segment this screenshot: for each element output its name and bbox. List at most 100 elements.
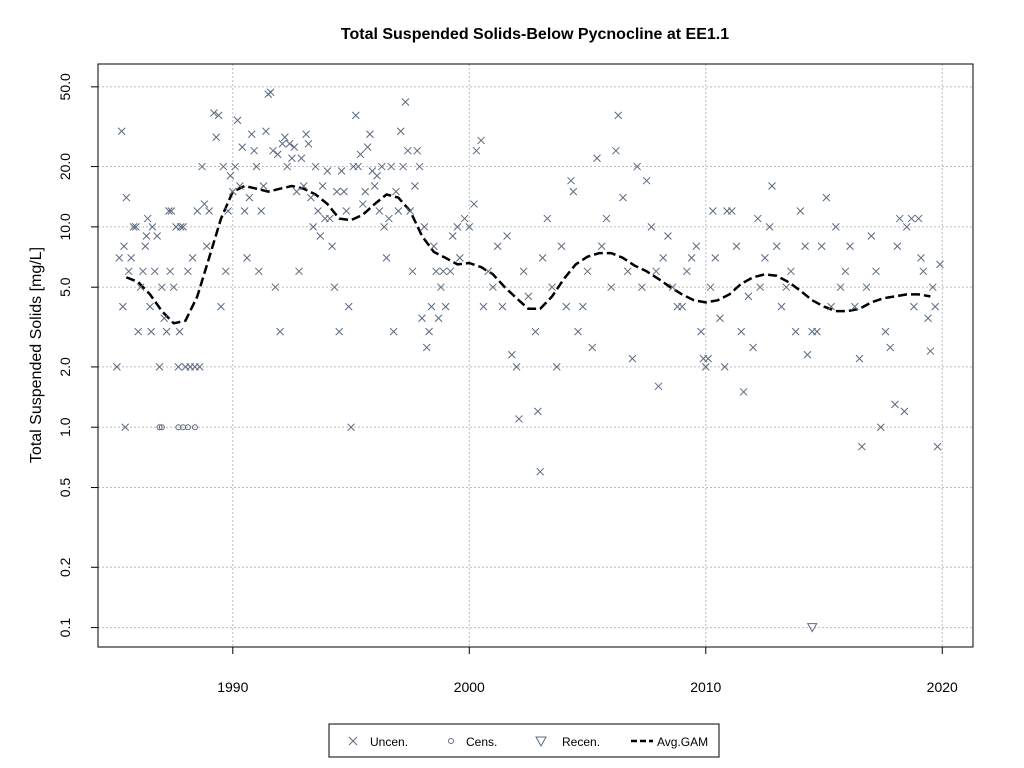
uncen-point [276, 327, 284, 336]
uncen-point [150, 267, 159, 276]
gam-line [125, 184, 931, 325]
y-tick-label: 50.0 [57, 73, 73, 100]
uncen-point [796, 207, 805, 215]
uncen-point [254, 267, 263, 276]
uncen-point [146, 302, 154, 311]
uncen-point [271, 283, 280, 292]
uncen-point [406, 207, 415, 215]
uncen-point [687, 254, 696, 262]
uncen-point [387, 162, 396, 171]
uncen-point [678, 302, 686, 311]
y-axis-label: Total Suspended Solids [mg/L] [28, 247, 45, 463]
uncen-point [919, 267, 928, 276]
uncen-point [569, 187, 578, 196]
uncen-point [716, 314, 724, 323]
uncen-point [340, 187, 348, 196]
uncen-point [614, 111, 623, 120]
legend-recen-marker [535, 736, 547, 748]
uncen-point [344, 302, 353, 311]
uncen-point [682, 267, 691, 276]
uncen-point [243, 254, 251, 262]
uncen-point [214, 111, 223, 120]
uncen-point [259, 182, 268, 190]
uncen-point [354, 162, 362, 171]
uncen-point [902, 223, 911, 231]
uncen-point [295, 267, 303, 276]
uncen-point [507, 350, 516, 359]
uncen-point [739, 388, 748, 396]
uncen-point [238, 143, 247, 151]
uncen-point [415, 162, 424, 171]
uncen-point [139, 267, 147, 276]
uncen-point [803, 350, 812, 359]
uncen-point [143, 214, 152, 223]
uncen-point [862, 283, 871, 292]
uncen-point [269, 146, 277, 155]
uncen-point [668, 283, 677, 292]
uncen-point [337, 167, 346, 175]
uncen-point [134, 327, 143, 336]
uncen-point [900, 407, 909, 416]
uncen-point [593, 154, 601, 163]
uncen-point [175, 327, 184, 336]
uncen-point [401, 98, 410, 106]
uncen-point [910, 302, 918, 311]
uncen-point [231, 162, 240, 171]
uncen-point [226, 171, 235, 180]
uncen-point [623, 267, 632, 276]
y-axis: 0.1 0.2 0.5 1.0 2.0 5.0 10.0 20.0 50.0 [57, 73, 99, 637]
uncen-point [893, 242, 902, 251]
uncen-point [224, 207, 232, 215]
uncen-point [867, 232, 876, 240]
uncen-point [210, 109, 218, 117]
uncen-point [198, 162, 206, 171]
uncen-point [257, 207, 266, 215]
x-tick-label: 2020 [927, 679, 958, 695]
uncen-point [933, 442, 942, 451]
uncen-point [489, 283, 497, 292]
uncen-point [701, 363, 710, 371]
uncen-point [749, 343, 757, 352]
uncen-point [881, 327, 890, 336]
uncen-point [221, 267, 230, 276]
uncen-point [493, 242, 502, 251]
uncen-point [385, 214, 393, 223]
uncen-point [375, 207, 384, 215]
uncen-point [418, 314, 426, 323]
uncen-point [437, 283, 445, 292]
uncen-point [202, 242, 211, 251]
uncen-point [647, 223, 656, 231]
legend-uncen-marker [348, 736, 358, 746]
uncen-point [519, 267, 528, 276]
uncen-point [782, 283, 791, 292]
recen-point [806, 623, 818, 633]
uncen-point [252, 162, 261, 171]
uncen-point [380, 223, 389, 231]
uncen-point [361, 187, 370, 196]
uncen-point [288, 154, 296, 163]
uncen-point [453, 223, 462, 231]
uncen-point [512, 363, 521, 371]
uncen-point [363, 143, 372, 151]
uncen-point [318, 182, 327, 190]
uncen-point [335, 327, 344, 336]
uncen-point [176, 223, 185, 231]
uncen-point [841, 267, 850, 276]
uncen-point [924, 314, 932, 323]
uncen-point [302, 130, 310, 139]
uncen-point [936, 260, 944, 269]
y-tick-label: 5.0 [57, 277, 73, 297]
uncen-point [245, 193, 254, 202]
uncen-point [706, 283, 715, 292]
uncen-point [306, 193, 315, 202]
uncen-point [429, 242, 438, 251]
uncen-point [567, 176, 575, 185]
uncen-point [142, 232, 151, 240]
uncen-point [470, 200, 478, 208]
uncen-point [330, 283, 339, 292]
uncen-point [399, 162, 407, 171]
uncen-point [309, 223, 318, 231]
uncen-point [711, 254, 720, 262]
uncen-point [534, 407, 542, 416]
uncen-point [619, 193, 627, 202]
